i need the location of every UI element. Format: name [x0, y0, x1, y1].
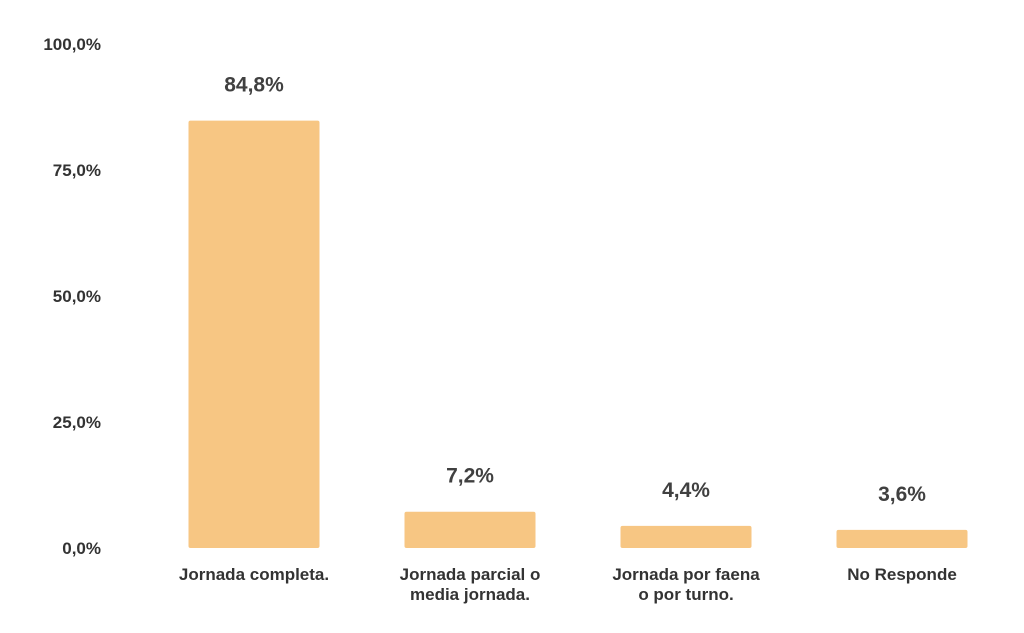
bars	[188, 120, 968, 548]
data-label: 3,6%	[878, 483, 926, 506]
y-tick-label: 25,0%	[53, 413, 101, 432]
data-label: 84,8%	[224, 74, 284, 97]
x-axis: Jornada completa. Jornada parcial o media …	[179, 565, 957, 604]
y-tick-label: 75,0%	[53, 161, 101, 180]
y-tick-label: 100,0%	[43, 35, 101, 54]
x-tick-label: Jornada por faena o por turno.	[612, 565, 760, 604]
data-label: 7,2%	[446, 465, 494, 488]
bar	[620, 525, 752, 548]
x-tick-label: No Responde	[847, 565, 957, 584]
y-tick-label: 50,0%	[53, 287, 101, 306]
data-label: 4,4%	[662, 479, 710, 502]
bar	[404, 511, 536, 548]
x-tick-label: Jornada completa.	[179, 565, 329, 584]
bar	[836, 529, 968, 548]
bar	[188, 120, 320, 548]
data-labels: 84,8% 7,2% 4,4% 3,6%	[224, 74, 926, 506]
y-axis: 0,0% 25,0% 50,0% 75,0% 100,0%	[43, 35, 101, 558]
x-tick-label: Jornada parcial o media jornada.	[400, 565, 541, 604]
y-tick-label: 0,0%	[62, 539, 101, 558]
